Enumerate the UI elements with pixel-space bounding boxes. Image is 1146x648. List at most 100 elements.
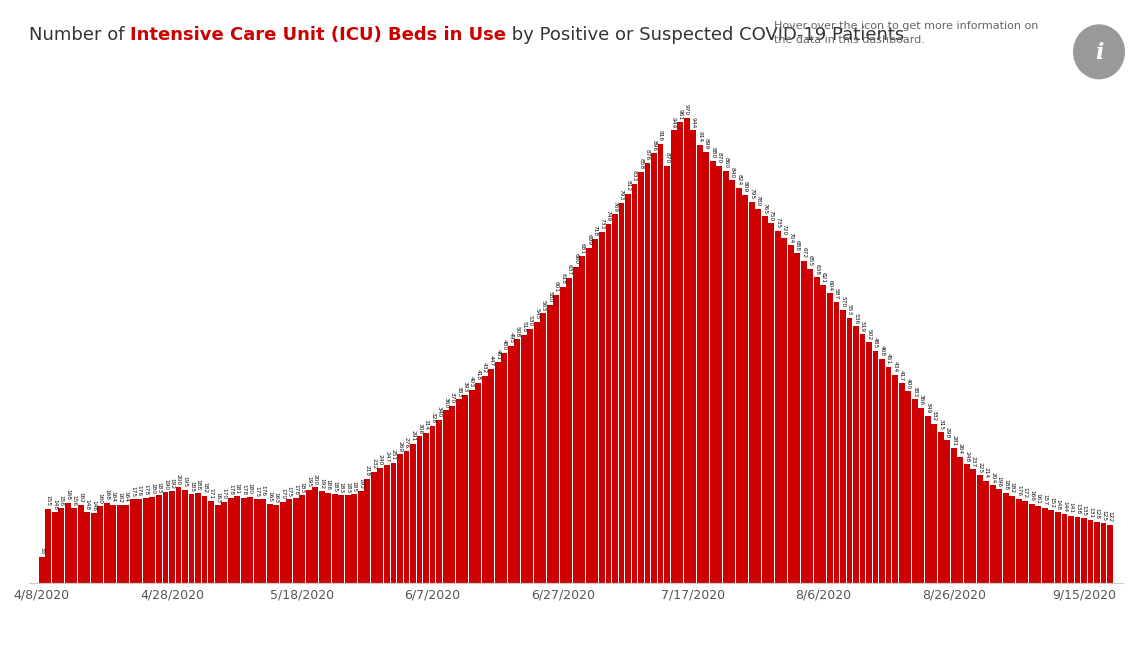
Text: 131: 131 [1088,507,1093,518]
Bar [508,346,513,583]
Bar [469,390,474,583]
Bar [541,313,547,583]
Bar [175,487,181,583]
Text: 672: 672 [801,248,807,259]
Text: 780: 780 [755,195,761,207]
Bar [638,172,644,583]
Text: 276: 276 [405,437,409,448]
Bar [748,202,755,583]
Bar [990,485,996,583]
Bar [1015,499,1022,583]
Bar [821,285,826,583]
Text: 688: 688 [795,240,800,251]
Bar [605,224,611,583]
Bar [527,329,533,583]
Text: Hover over the icon to get more information on
the data in this dashboard.: Hover over the icon to get more informat… [774,21,1038,45]
Text: 178: 178 [143,484,149,496]
Text: 349: 349 [925,402,931,413]
Text: 604: 604 [827,280,832,291]
Text: 163: 163 [274,492,278,503]
Bar [677,122,683,583]
Bar [853,326,858,583]
Text: 733: 733 [599,218,604,229]
Text: 508: 508 [515,326,520,337]
Bar [1100,523,1107,583]
Text: 183: 183 [339,482,344,493]
Text: 195: 195 [182,476,188,487]
Text: 750: 750 [769,210,774,221]
Text: 432: 432 [482,362,487,373]
Bar [384,465,390,583]
Bar [957,457,963,583]
Bar [1042,508,1047,583]
Bar [912,399,918,583]
Bar [892,375,898,583]
Text: 195: 195 [306,476,312,487]
Text: 601: 601 [554,281,559,292]
Text: 502: 502 [866,329,871,340]
Text: 192: 192 [170,478,174,489]
Bar [697,145,702,583]
Circle shape [1074,25,1124,78]
Bar [143,498,149,583]
Bar [651,154,657,583]
Bar [417,436,423,583]
Bar [554,295,559,583]
Text: 530: 530 [528,316,533,327]
Text: 218: 218 [364,465,370,476]
Text: 315: 315 [939,419,943,430]
Bar [932,424,937,583]
Text: 156: 156 [72,495,77,506]
Text: 621: 621 [821,272,826,283]
Bar [71,508,77,583]
Bar [156,496,162,583]
Bar [866,342,872,583]
Text: 749: 749 [606,210,611,222]
Bar [313,487,319,583]
Text: 970: 970 [684,104,689,115]
Bar [65,503,71,583]
Bar [129,499,136,583]
Bar [1075,517,1081,583]
Text: 168: 168 [104,489,109,500]
Text: 580: 580 [548,292,552,303]
Bar [260,499,266,583]
Text: 735: 735 [776,217,780,228]
Bar [273,505,280,583]
Bar [39,557,45,583]
Text: 138: 138 [1075,503,1080,515]
Text: 183: 183 [345,482,351,493]
Text: 164: 164 [111,491,116,502]
Bar [228,498,234,583]
Text: 495: 495 [508,332,513,343]
Bar [619,203,625,583]
Bar [709,161,715,583]
Text: 655: 655 [808,255,813,266]
Bar [534,321,540,583]
Text: 204: 204 [990,472,995,483]
Bar [860,334,865,583]
Bar [202,496,207,583]
Bar [1036,506,1042,583]
Bar [898,383,904,583]
Text: 232: 232 [371,458,376,470]
Text: 175: 175 [286,486,292,497]
Bar [918,408,924,583]
Text: 870: 870 [716,152,722,163]
Bar [332,494,338,583]
Text: 519: 519 [860,321,865,332]
Bar [658,144,664,583]
Text: 899: 899 [704,138,708,150]
Bar [325,493,331,583]
Text: 188: 188 [1003,480,1008,491]
Text: 618: 618 [560,273,565,284]
Text: i: i [1094,42,1104,64]
Bar [52,512,57,583]
Text: 146: 146 [92,500,96,511]
Bar [886,367,892,583]
Bar [488,369,494,583]
Text: 468: 468 [879,345,885,356]
Text: 833: 833 [631,170,637,181]
Bar [97,507,103,583]
Bar [286,499,292,583]
